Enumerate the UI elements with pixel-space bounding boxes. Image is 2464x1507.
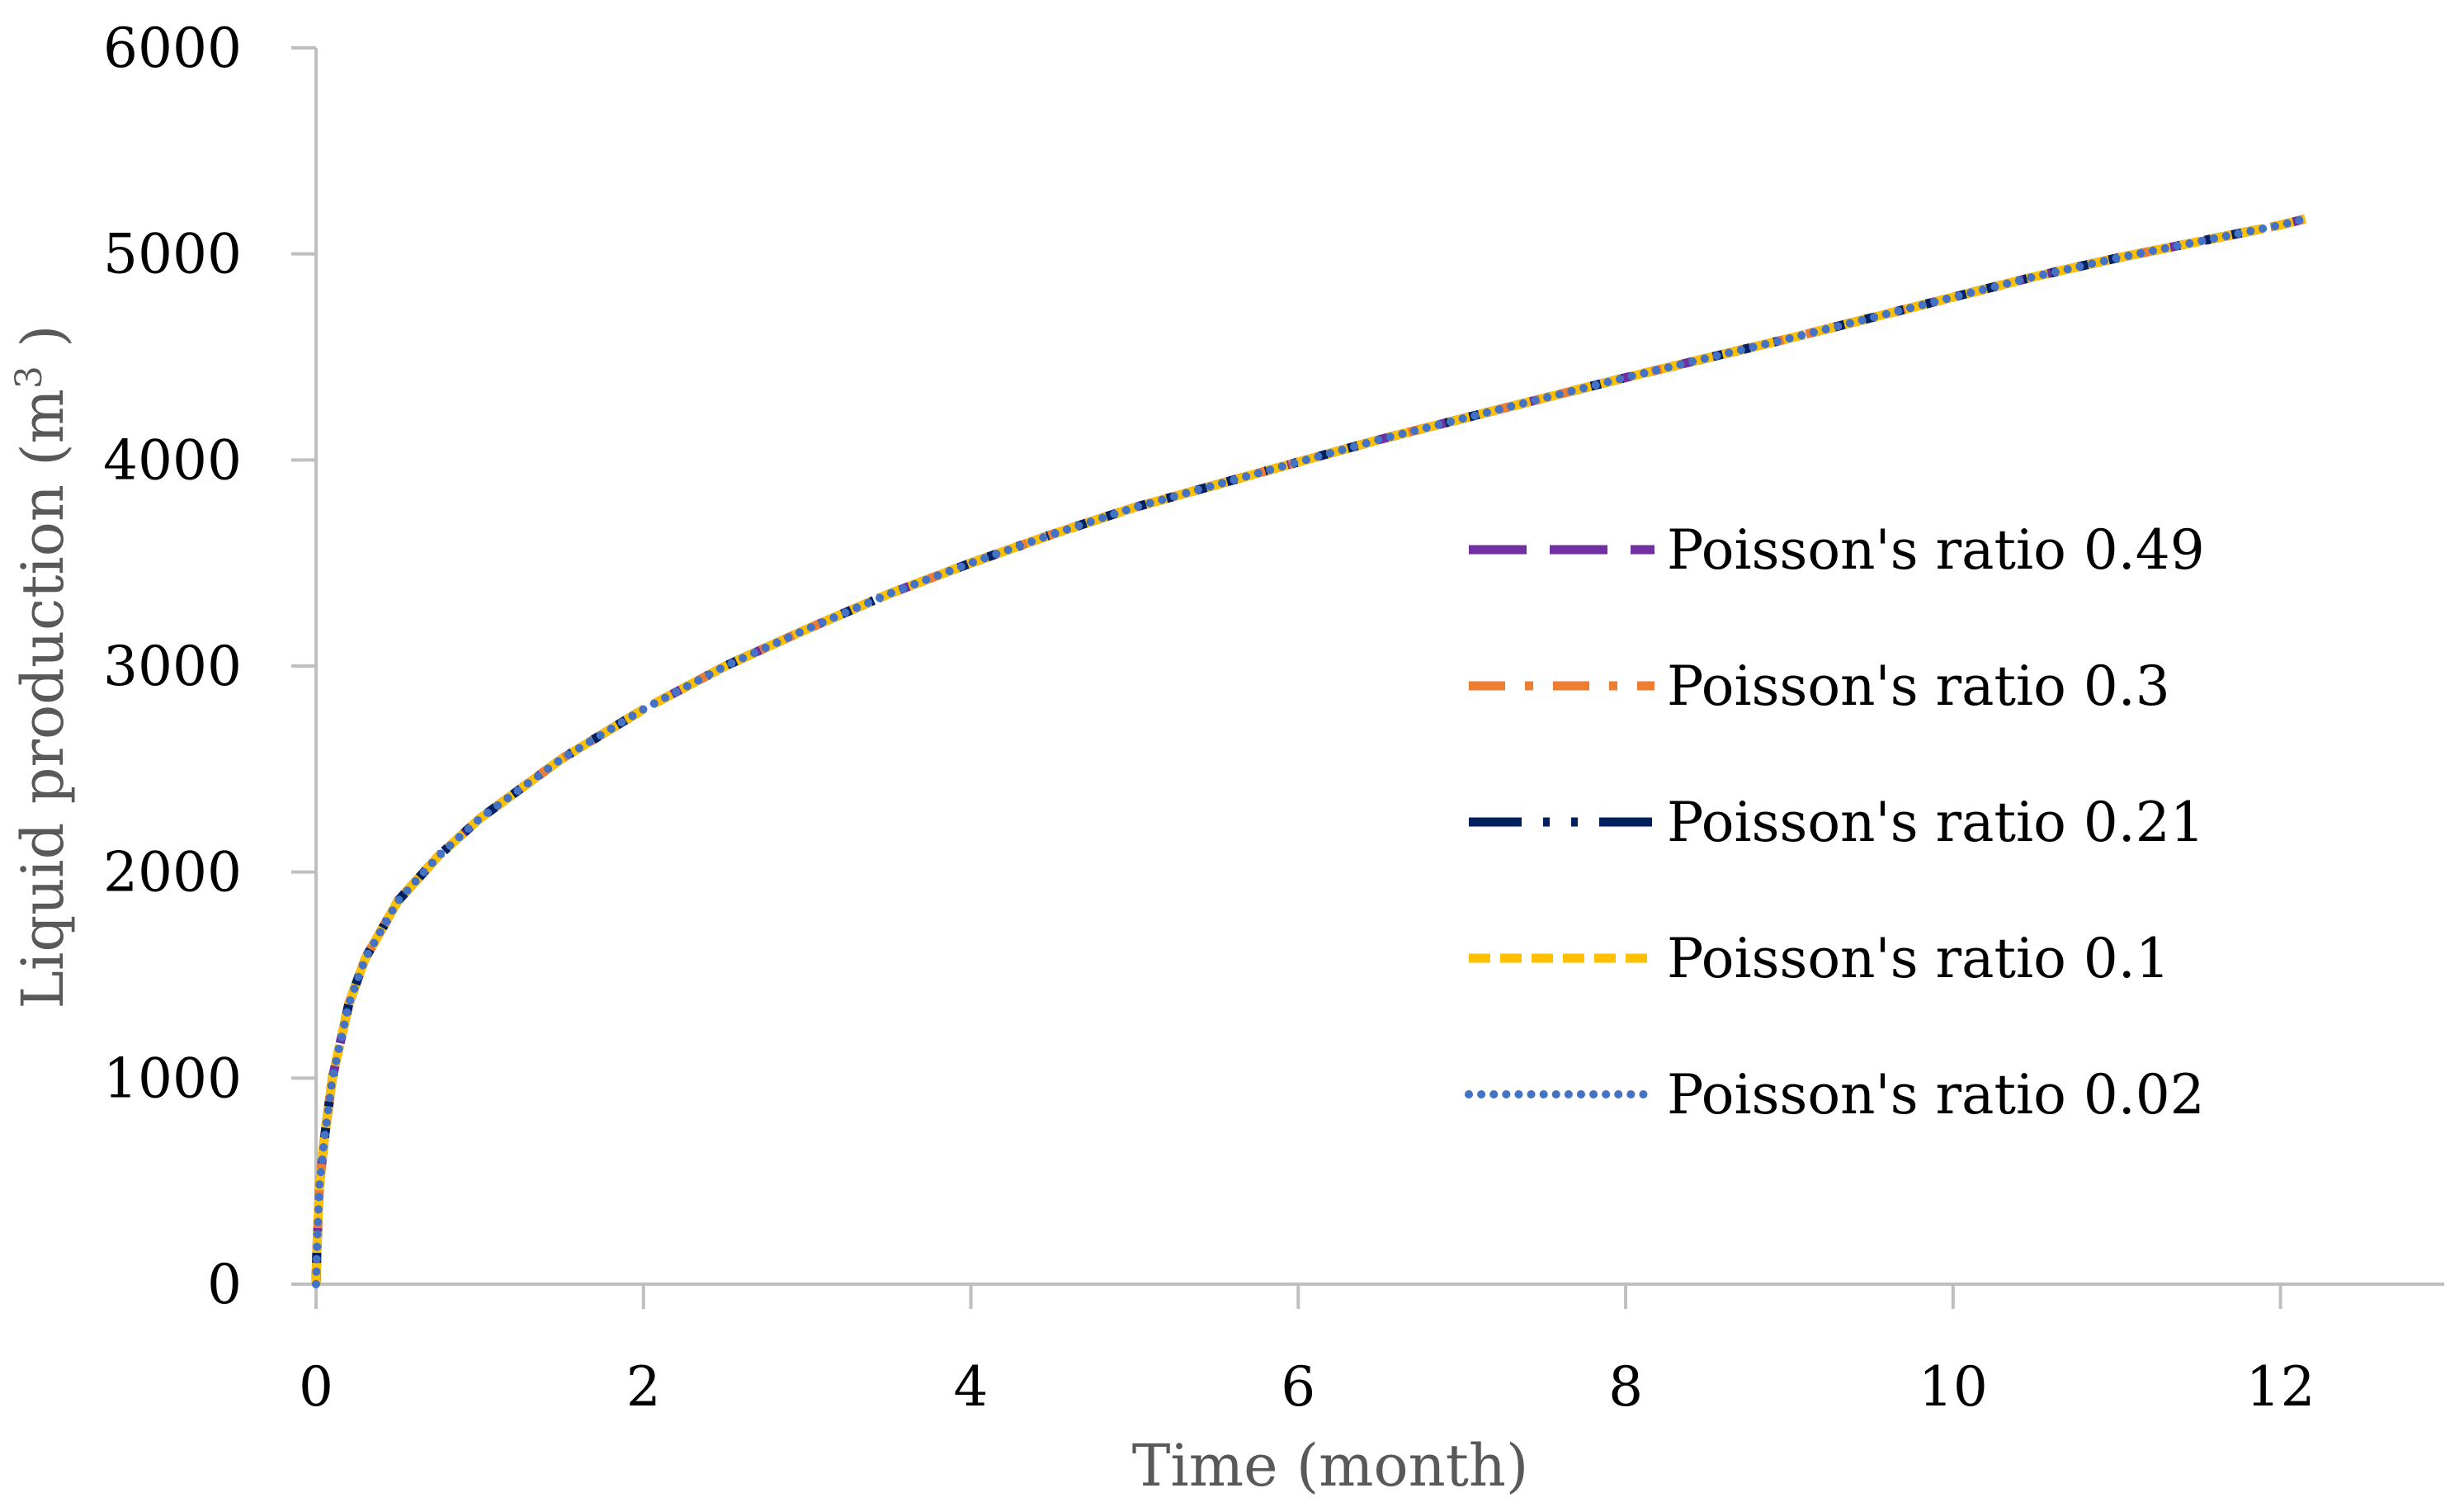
legend-label: Poisson's ratio 0.02 (1667, 1063, 2205, 1127)
x-axis-title: Time (month) (1132, 1432, 1529, 1500)
y-axis-title-main: Liquid production (m (9, 389, 77, 1009)
x-tick-label: 12 (2246, 1355, 2315, 1419)
legend-label: Poisson's ratio 0.3 (1667, 654, 2170, 718)
legend-label: Poisson's ratio 0.1 (1667, 927, 2170, 990)
y-tick-label: 0 (207, 1253, 242, 1316)
y-tick-label: 5000 (103, 223, 242, 286)
y-tick-label: 4000 (103, 428, 242, 492)
x-axis-ticks: 0 2 4 6 8 10 12 (299, 1284, 2315, 1419)
axes: 0 1000 2000 3000 4000 5000 6000 0 2 4 6 8 10 12 (103, 17, 2444, 1419)
x-tick-label: 10 (1919, 1355, 1988, 1419)
x-tick-label: 0 (299, 1355, 333, 1419)
y-axis-title-superscript: 3 (8, 366, 50, 389)
x-tick-label: 4 (954, 1355, 989, 1419)
legend-label: Poisson's ratio 0.49 (1667, 518, 2205, 582)
y-tick-label: 3000 (103, 635, 242, 698)
x-tick-label: 8 (1608, 1355, 1643, 1419)
series-lines (311, 214, 2310, 1288)
y-axis-ticks: 0 1000 2000 3000 4000 5000 6000 (103, 17, 316, 1316)
x-tick-label: 6 (1281, 1355, 1315, 1419)
legend-label: Poisson's ratio 0.21 (1667, 791, 2205, 854)
series-line (312, 215, 2310, 1288)
y-tick-label: 6000 (103, 17, 242, 80)
legend: Poisson's ratio 0.49 Poisson's ratio 0.3 P… (1465, 518, 2205, 1127)
y-tick-label: 1000 (103, 1046, 242, 1110)
y-tick-label: 2000 (103, 841, 242, 905)
y-axis-title-end: ) (9, 325, 77, 366)
x-tick-label: 2 (626, 1355, 661, 1419)
y-axis-title: Liquid production (m3 ) (8, 325, 77, 1009)
